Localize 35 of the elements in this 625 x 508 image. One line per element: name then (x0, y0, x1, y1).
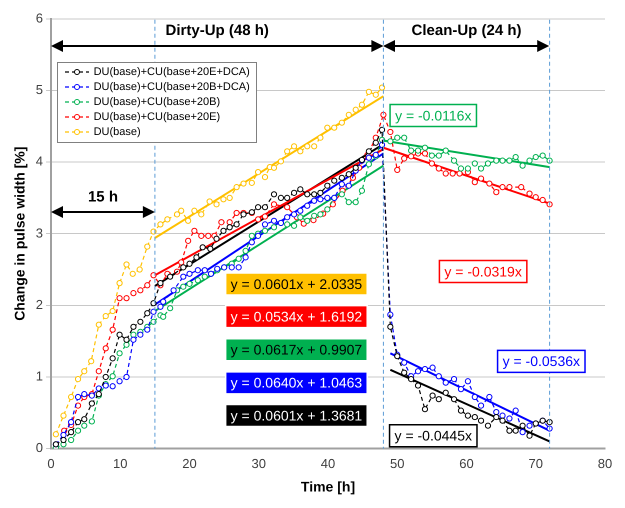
x-tick-label: 60 (459, 456, 474, 471)
legend-label: DU(base) (94, 124, 141, 140)
legend-label: DU(base)+CU(base+20E) (94, 110, 220, 125)
x-tick-label: 50 (390, 456, 404, 471)
annotation: y = -0.0445x (394, 428, 472, 444)
y-tick-label: 1 (36, 368, 44, 384)
annotation: Clean-Up (24 h) (412, 22, 522, 39)
x-tick-label: 70 (528, 456, 543, 471)
annotation: y = -0.0116x (395, 107, 472, 124)
y-tick-label: 6 (36, 10, 44, 26)
annotation: y = 0.0601x + 2.0335 (230, 276, 362, 292)
x-tick-label: 0 (47, 456, 55, 471)
x-tick-label: 40 (320, 456, 336, 471)
y-tick-label: 5 (36, 82, 44, 98)
legend-label: DU(base)+CU(base+20E+DCA) (94, 64, 250, 80)
legend-label: DU(base)+CU(base+20B) (94, 94, 220, 110)
annotation: 15 h (88, 188, 118, 206)
y-tick-label: 0 (36, 440, 44, 456)
y-axis-title: Change in pulse width [%] (11, 146, 28, 321)
annotation: y = 0.0617x + 0.9907 (230, 342, 362, 358)
x-tick-label: 80 (598, 456, 612, 471)
annotation: y = -0.0536x (502, 353, 580, 370)
x-tick-label: 20 (182, 456, 197, 471)
x-axis-title: Time [h] (300, 478, 356, 494)
annotation: y = 0.0534x + 1.6192 (230, 308, 362, 325)
annotation: Dirty-Up (48 h) (166, 22, 269, 39)
annotation: y = 0.0601x + 1.3681 (230, 407, 362, 424)
y-tick-label: 3 (36, 225, 44, 240)
annotation: y = -0.0319x (444, 263, 522, 280)
annotation: y = 0.0640x + 1.0463 (230, 374, 362, 391)
x-tick-label: 30 (252, 456, 266, 471)
y-tick-label: 2 (36, 296, 44, 312)
x-tick-label: 10 (113, 456, 128, 471)
y-tick-label: 4 (36, 154, 44, 169)
legend-label: DU(base)+CU(base+20B+DCA) (94, 80, 250, 95)
